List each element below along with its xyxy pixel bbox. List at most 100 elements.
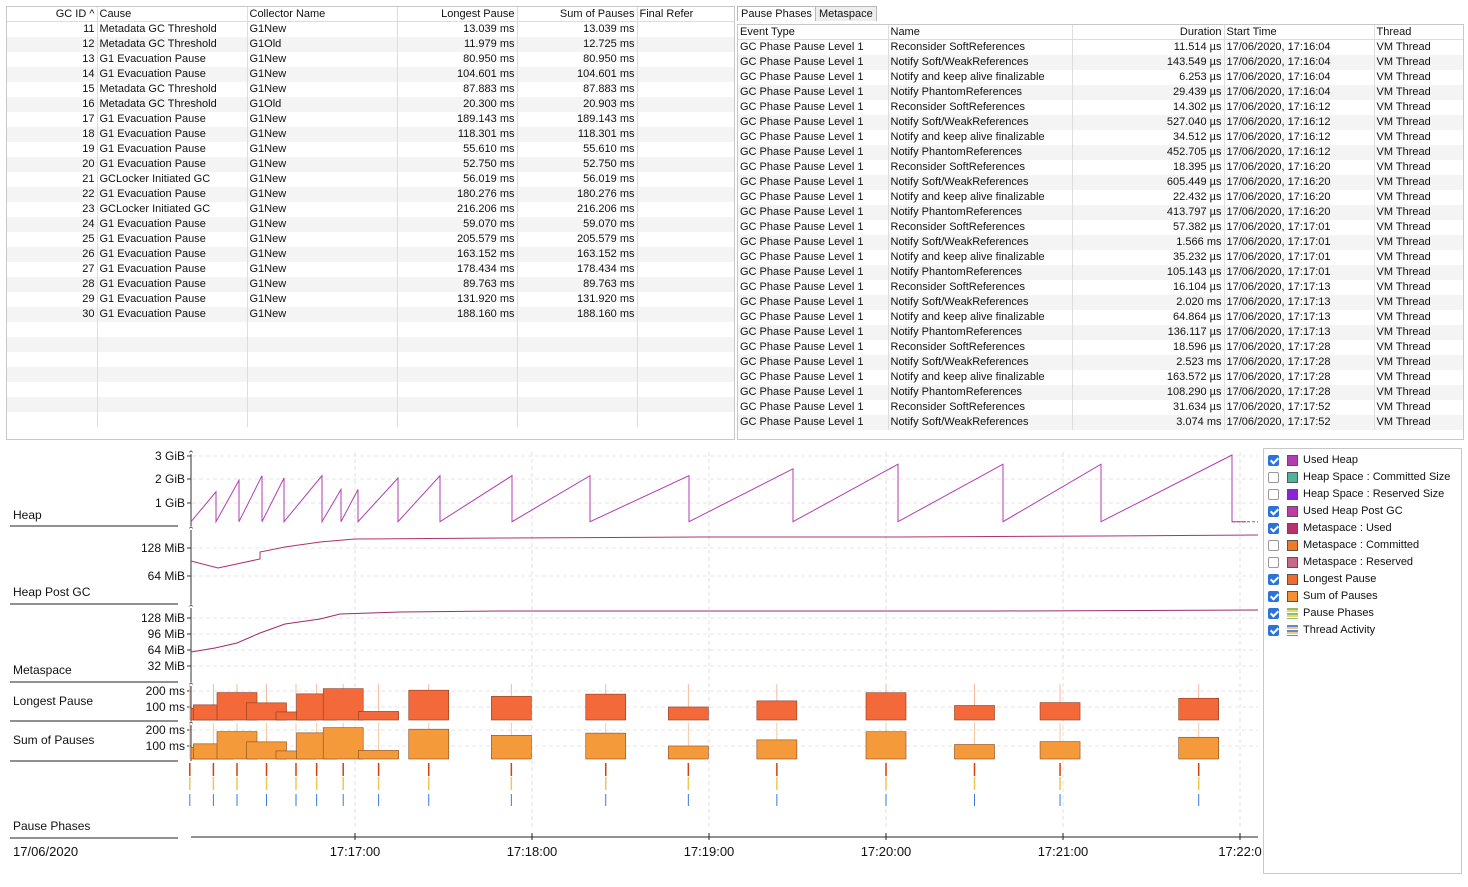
gc-table-row[interactable]: 20 G1 Evacuation Pause G1New 52.750 ms 52.75… [7,157,734,172]
phase-table-row[interactable]: GC Phase Pause Level 1 Notify and keep al… [738,190,1463,205]
legend-checkbox[interactable] [1268,505,1279,517]
gc-table-cell [97,337,248,352]
gc-table-col-header[interactable]: Sum of Pauses [517,7,638,22]
gc-table-row[interactable]: 26 G1 Evacuation Pause G1New 163.152 ms 163.… [7,247,734,262]
phase-table-row[interactable]: GC Phase Pause Level 1 Reconsider SoftRef… [738,100,1463,115]
gc-table-col-header[interactable]: GC ID ^ [7,7,98,22]
legend-item[interactable]: Thread Activity [1268,622,1375,638]
gc-table-col-header[interactable]: Final Refer [637,7,734,22]
gc-table-row[interactable]: 27 G1 Evacuation Pause G1New 178.434 ms 178.… [7,262,734,277]
y-tick-label: 3 GiB [155,449,185,463]
phase-table-row[interactable]: GC Phase Pause Level 1 Notify PhantomRefe… [738,325,1463,340]
legend-checkbox[interactable] [1268,607,1279,619]
gc-table-cell: G1New [247,127,398,142]
gc-table-row[interactable]: 23 GCLocker Initiated GC G1New 216.206 ms 21… [7,202,734,217]
gc-table-cell: G1New [247,172,398,187]
phase-table-row[interactable]: GC Phase Pause Level 1 Notify PhantomRefe… [738,265,1463,280]
legend-label: Metaspace : Used [1303,522,1392,534]
phase-table-row[interactable]: GC Phase Pause Level 1 Notify PhantomRefe… [738,205,1463,220]
phase-table-cell: Notify and keep alive finalizable [888,190,1073,205]
gc-table-row[interactable]: 16 Metadata GC Threshold G1Old 20.300 ms 20.… [7,97,734,112]
phase-table-row[interactable]: GC Phase Pause Level 1 Notify PhantomRefe… [738,85,1463,100]
phase-table-row[interactable]: GC Phase Pause Level 1 Notify and keep al… [738,310,1463,325]
legend-item[interactable]: Longest Pause [1268,571,1376,587]
phase-table-row[interactable]: GC Phase Pause Level 1 Notify Soft/WeakRe… [738,175,1463,190]
legend-item[interactable]: Sum of Pauses [1268,588,1378,604]
phase-table-row[interactable]: GC Phase Pause Level 1 Reconsider SoftRef… [738,280,1463,295]
tab-pause-phases[interactable]: Pause Phases [737,6,816,21]
legend-checkbox[interactable] [1268,522,1279,534]
gc-table-row[interactable]: 22 G1 Evacuation Pause G1New 180.276 ms 180.… [7,187,734,202]
gc-table-row[interactable]: 24 G1 Evacuation Pause G1New 59.070 ms 59.07… [7,217,734,232]
legend-item[interactable]: Metaspace : Used [1268,520,1392,536]
phase-table-cell: VM Thread [1374,55,1463,70]
legend-checkbox[interactable] [1268,471,1279,483]
gc-table-row[interactable]: 13 G1 Evacuation Pause G1New 80.950 ms 80.95… [7,52,734,67]
phase-table-col-header[interactable]: Event Type [738,25,889,40]
legend-checkbox[interactable] [1268,539,1279,551]
phase-table-cell: 605.449 µs [1072,175,1225,190]
phase-table-row[interactable]: GC Phase Pause Level 1 Reconsider SoftRef… [738,160,1463,175]
legend-item[interactable]: Used Heap [1268,452,1358,468]
legend-checkbox[interactable] [1268,488,1279,500]
gc-table-row[interactable]: 25 G1 Evacuation Pause G1New 205.579 ms 205.… [7,232,734,247]
gc-table-row[interactable]: 17 G1 Evacuation Pause G1New 189.143 ms 189.… [7,112,734,127]
phase-table-row[interactable]: GC Phase Pause Level 1 Reconsider SoftRef… [738,220,1463,235]
phase-table-row[interactable]: GC Phase Pause Level 1 Notify Soft/WeakRe… [738,55,1463,70]
legend-checkbox[interactable] [1268,590,1279,602]
phase-table-row[interactable]: GC Phase Pause Level 1 Notify Soft/WeakRe… [738,115,1463,130]
phase-table-row[interactable]: GC Phase Pause Level 1 Reconsider SoftRef… [738,39,1463,55]
phase-table-row[interactable]: GC Phase Pause Level 1 Reconsider SoftRef… [738,400,1463,415]
legend-item[interactable]: Pause Phases [1268,605,1374,621]
legend-checkbox[interactable] [1268,556,1279,568]
legend-item[interactable]: Heap Space : Committed Size [1268,469,1450,485]
tab-bar: Pause Phases Metaspace [737,6,877,22]
phase-table-row[interactable]: GC Phase Pause Level 1 Notify and keep al… [738,130,1463,145]
phase-table-col-header[interactable]: Duration [1072,25,1225,40]
gc-table-row[interactable]: 14 G1 Evacuation Pause G1New 104.601 ms 104.… [7,67,734,82]
phase-table-cell: Notify and keep alive finalizable [888,70,1073,85]
gc-table-col-header[interactable]: Collector Name [247,7,398,22]
phase-table-cell: Notify Soft/WeakReferences [888,115,1073,130]
legend-item[interactable]: Metaspace : Committed [1268,537,1419,553]
phase-table-col-header[interactable]: Start Time [1224,25,1375,40]
phase-table-row[interactable]: GC Phase Pause Level 1 Notify and keep al… [738,70,1463,85]
gc-table-row[interactable]: 29 G1 Evacuation Pause G1New 131.920 ms 131.… [7,292,734,307]
tab-metaspace[interactable]: Metaspace [814,6,877,21]
gc-table-row[interactable]: 30 G1 Evacuation Pause G1New 188.160 ms 188.… [7,307,734,322]
gc-table-col-header[interactable]: Longest Pause [397,7,518,22]
gc-table-cell [397,337,518,352]
gc-table-row[interactable]: 12 Metadata GC Threshold G1Old 11.979 ms 12.… [7,37,734,52]
legend-item[interactable]: Used Heap Post GC [1268,503,1403,519]
gc-table-row[interactable]: 28 G1 Evacuation Pause G1New 89.763 ms 89.76… [7,277,734,292]
gc-table-cell [247,397,398,412]
phase-table-row[interactable]: GC Phase Pause Level 1 Notify and keep al… [738,370,1463,385]
gc-table-row[interactable]: 15 Metadata GC Threshold G1New 87.883 ms 87.… [7,82,734,97]
phase-table-row[interactable]: GC Phase Pause Level 1 Notify Soft/WeakRe… [738,295,1463,310]
phase-table-col-header[interactable]: Name [888,25,1073,40]
gc-table-row[interactable]: 19 G1 Evacuation Pause G1New 55.610 ms 55.61… [7,142,734,157]
gc-table-cell [397,322,518,337]
phase-table-row[interactable]: GC Phase Pause Level 1 Notify Soft/WeakRe… [738,235,1463,250]
phase-table-cell: 14.302 µs [1072,100,1225,115]
phase-table-row[interactable]: GC Phase Pause Level 1 Notify PhantomRefe… [738,385,1463,400]
phase-table-row[interactable]: GC Phase Pause Level 1 Reconsider SoftRef… [738,340,1463,355]
legend-checkbox[interactable] [1268,573,1279,585]
gc-table-row[interactable]: 18 G1 Evacuation Pause G1New 118.301 ms 118.… [7,127,734,142]
gc-table-cell: 89.763 ms [397,277,518,292]
legend-item[interactable]: Heap Space : Reserved Size [1268,486,1444,502]
gc-table-cell: 87.883 ms [517,82,638,97]
legend-item[interactable]: Metaspace : Reserved [1268,554,1413,570]
phase-table-row[interactable]: GC Phase Pause Level 1 Notify Soft/WeakRe… [738,415,1463,430]
gc-table-row[interactable]: 21 GCLocker Initiated GC G1New 56.019 ms 56.… [7,172,734,187]
phase-table-col-header[interactable]: Thread [1374,25,1463,40]
legend-checkbox[interactable] [1268,454,1279,466]
phase-table-row[interactable]: GC Phase Pause Level 1 Notify and keep al… [738,250,1463,265]
phase-table-row[interactable]: GC Phase Pause Level 1 Notify Soft/WeakRe… [738,355,1463,370]
gc-table-cell: 19 [7,142,98,157]
gc-table-col-header[interactable]: Cause [97,7,248,22]
phase-table-row[interactable]: GC Phase Pause Level 1 Notify PhantomRefe… [738,145,1463,160]
legend-checkbox[interactable] [1268,624,1279,636]
gc-table-row[interactable]: 11 Metadata GC Threshold G1New 13.039 ms 13.… [7,21,734,37]
